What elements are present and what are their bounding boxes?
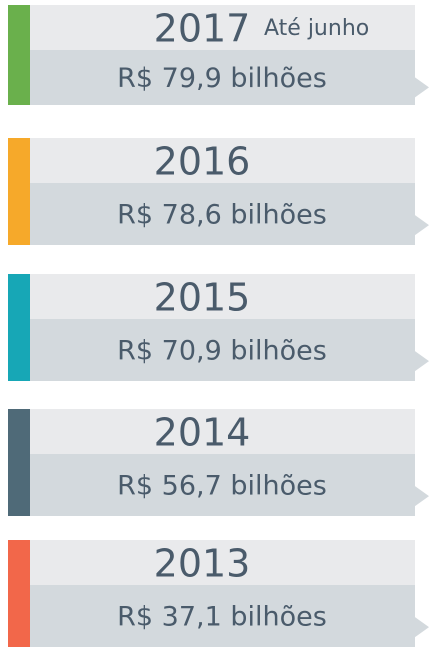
amount: R$ 78,6 bilhões — [117, 200, 327, 231]
arrow — [415, 77, 429, 98]
year: 2015 — [154, 276, 251, 320]
bottom-band — [30, 319, 415, 381]
amount: R$ 56,7 bilhões — [117, 471, 327, 502]
note: Até junho — [264, 16, 369, 41]
color-bar — [8, 409, 30, 516]
arrow — [415, 617, 429, 638]
color-bar — [8, 138, 30, 245]
top-band — [30, 138, 415, 183]
bottom-band — [30, 183, 415, 245]
bottom-band — [30, 50, 415, 105]
arrow — [415, 486, 429, 507]
year-card: 2013 R$ 37,1 bilhões — [8, 540, 429, 647]
year: 2013 — [154, 542, 251, 586]
color-bar — [8, 540, 30, 647]
amount: R$ 37,1 bilhões — [117, 602, 327, 633]
bottom-band — [30, 585, 415, 647]
color-bar — [8, 274, 30, 381]
year-card: 2017 Até junho R$ 79,9 bilhões — [8, 5, 429, 105]
top-band — [30, 5, 415, 50]
year: 2016 — [154, 140, 251, 184]
top-band — [30, 409, 415, 454]
top-band — [30, 274, 415, 319]
amount: R$ 70,9 bilhões — [117, 336, 327, 367]
amount: R$ 79,9 bilhões — [117, 63, 327, 94]
year-card: 2014 R$ 56,7 bilhões — [8, 409, 429, 516]
year: 2014 — [154, 411, 251, 455]
year: 2017 — [154, 7, 251, 51]
year-card: 2016 R$ 78,6 bilhões — [8, 138, 429, 245]
bottom-band — [30, 454, 415, 516]
top-band — [30, 540, 415, 585]
color-bar — [8, 5, 30, 105]
year-card: 2015 R$ 70,9 bilhões — [8, 274, 429, 381]
arrow — [415, 351, 429, 372]
arrow — [415, 215, 429, 236]
